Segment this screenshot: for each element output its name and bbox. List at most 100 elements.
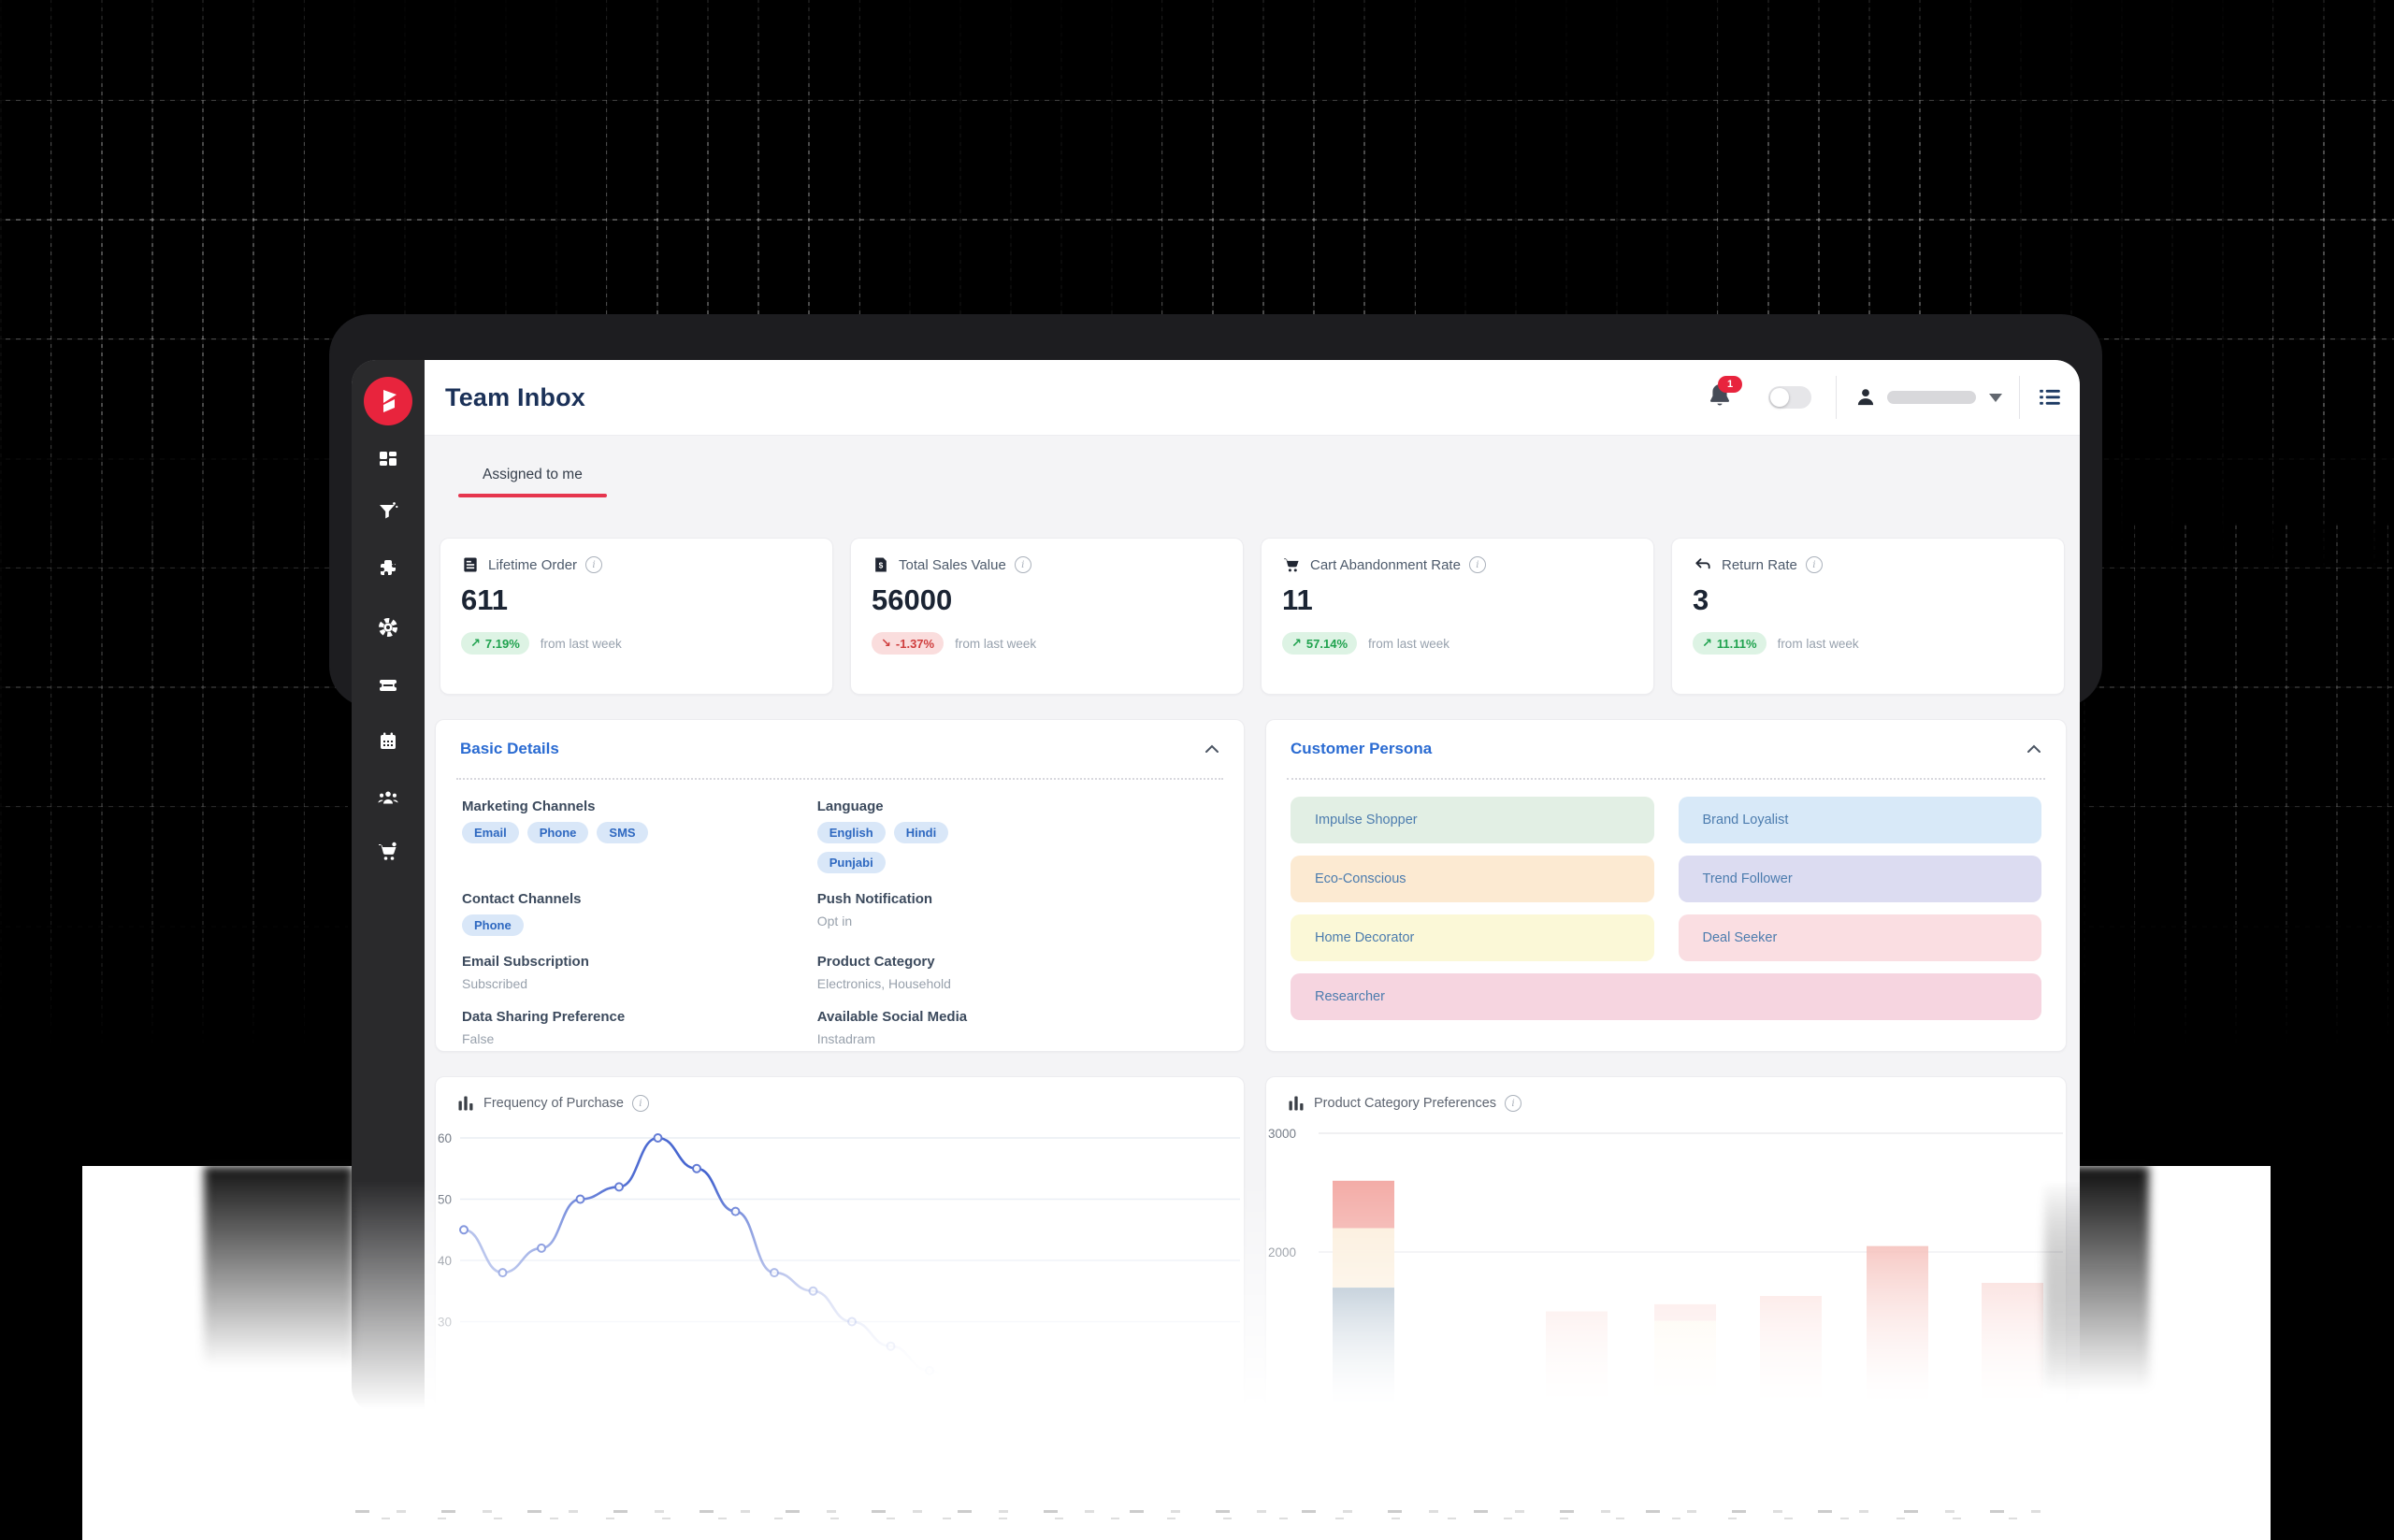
y-axis-tick: 2000	[1268, 1245, 1296, 1259]
persona-chip: Impulse Shopper	[1291, 797, 1654, 843]
theme-toggle[interactable]	[1768, 386, 1811, 409]
persona-label: Researcher	[1315, 989, 1385, 1004]
data-point	[808, 1286, 818, 1296]
data-point	[537, 1243, 546, 1253]
persona-label: Trend Follower	[1702, 871, 1793, 886]
sidebar-item-dashboard[interactable]	[377, 449, 399, 471]
persona-chip: Trend Follower	[1678, 856, 2041, 902]
info-icon[interactable]: i	[1468, 556, 1486, 573]
customer-persona-panel: Customer Persona Impulse Shopper Brand Lo…	[1265, 719, 2067, 1052]
app-logo[interactable]	[364, 377, 412, 425]
stat-delta-pill: ↗ 11.11%	[1693, 632, 1767, 655]
stat-label: Total Sales Value	[899, 556, 1006, 573]
user-avatar-icon	[1857, 389, 1874, 406]
list-view-button[interactable]	[2037, 385, 2063, 410]
field-chips: Phone	[462, 914, 817, 936]
field-contact-channels: Contact Channels Phone	[462, 891, 817, 936]
tab-strip: Assigned to me	[425, 436, 2080, 500]
value-chip: Punjabi	[816, 852, 886, 873]
bar-segment	[1333, 1180, 1394, 1229]
cart-icon	[1284, 558, 1299, 572]
trend-icon: ↗	[1291, 636, 1302, 650]
stat-label: Return Rate	[1722, 556, 1797, 573]
notification-badge: 1	[1718, 376, 1742, 393]
data-point	[653, 1133, 663, 1143]
tab-assigned-to-me[interactable]: Assigned to me	[458, 436, 607, 500]
y-axis-tick: 3000	[1268, 1127, 1296, 1141]
field-label: Email Subscription	[462, 954, 589, 970]
data-point	[575, 1194, 585, 1204]
bar-segment	[1654, 1320, 1716, 1406]
tab-label: Assigned to me	[483, 467, 583, 482]
info-icon[interactable]: i	[631, 1095, 649, 1112]
sidebar-item-calendar[interactable]	[377, 730, 399, 753]
dashboard-grid-icon	[380, 452, 397, 466]
stat-value: 56000	[872, 583, 953, 616]
frequency-of-purchase-panel: Frequency of Purchase i 60 50 40 30	[435, 1076, 1245, 1412]
info-icon[interactable]: i	[1014, 556, 1031, 573]
data-point	[925, 1365, 934, 1375]
sidebar-item-tickets[interactable]	[377, 674, 399, 697]
info-icon[interactable]: i	[585, 556, 603, 573]
sidebar	[352, 360, 425, 1412]
field-email-subscription: Email Subscription Subscribed	[462, 954, 817, 991]
y-axis-tick: 50	[438, 1193, 452, 1207]
chart-title: Product Category Preferences	[1314, 1096, 1497, 1111]
bar-segment	[1867, 1245, 1928, 1406]
stat-card-total-sales: $ Total Sales Value i 56000 ↘ -1.37% from…	[850, 538, 1244, 695]
y-axis-tick: 30	[438, 1316, 452, 1330]
backdrop-noise-right	[2084, 524, 2394, 1047]
svg-text:$: $	[879, 560, 884, 569]
persona-label: Eco-Conscious	[1315, 871, 1406, 886]
info-icon[interactable]: i	[1805, 556, 1823, 573]
data-point	[614, 1182, 624, 1192]
panel-title: Basic Details	[460, 740, 559, 757]
field-label: Product Category	[816, 954, 935, 970]
order-doc-icon	[464, 557, 477, 572]
sidebar-item-integrations[interactable]	[377, 558, 399, 581]
persona-chip: Home Decorator	[1291, 914, 1654, 961]
sidebar-item-settings[interactable]	[377, 616, 399, 639]
stat-cards-row: Lifetime Order i 611 ↗ 7.19% from last we…	[352, 538, 2080, 695]
field-value: Instadram	[816, 1031, 875, 1046]
sidebar-item-filters[interactable]	[377, 500, 399, 523]
user-menu[interactable]	[1853, 385, 2002, 410]
bar-segment	[1333, 1288, 1394, 1406]
field-label: Language	[816, 799, 884, 814]
product-category-preferences-panel: Product Category Preferences i 3000 2000	[1265, 1076, 2067, 1412]
stat-value: 11	[1282, 583, 1313, 616]
calendar-icon	[381, 732, 396, 749]
bar-chart-icon	[458, 1096, 473, 1111]
persona-chip: Deal Seeker	[1678, 914, 2041, 961]
bar-segment	[1333, 1228, 1394, 1288]
info-icon[interactable]: i	[1505, 1095, 1522, 1112]
stat-note: from last week	[955, 636, 1037, 651]
stat-card-cart-abandonment: Cart Abandonment Rate i 11 ↗ 57.14% from …	[1261, 538, 1654, 695]
field-label: Data Sharing Preference	[462, 1009, 626, 1025]
notifications-button[interactable]: 1	[1707, 376, 1742, 413]
bar-segment	[1982, 1283, 2043, 1406]
stat-label: Cart Abandonment Rate	[1310, 556, 1461, 573]
frequency-line-chart: 60 50 40 30	[438, 1131, 1240, 1397]
collapse-button[interactable]	[2026, 744, 2041, 754]
field-value: Opt in	[816, 914, 853, 928]
dotted-divider	[456, 778, 1223, 780]
category-bar-chart: 3000 2000	[1268, 1127, 2063, 1406]
field-push-notification: Push Notification Opt in	[817, 891, 1218, 936]
stat-note: from last week	[1368, 636, 1450, 651]
field-label: Contact Channels	[462, 891, 582, 907]
data-point	[770, 1268, 779, 1278]
stat-value: 3	[1693, 583, 1709, 616]
window-shadow-left	[204, 1166, 353, 1367]
dotted-divider	[1287, 778, 2045, 780]
toggle-knob	[1770, 388, 1789, 407]
users-icon	[378, 791, 398, 804]
chevron-down-icon	[1989, 393, 2002, 402]
persona-grid: Impulse Shopper Brand Loyalist Eco-Conscio…	[1266, 780, 2066, 1032]
bar-segment	[1546, 1311, 1608, 1406]
sidebar-item-customers[interactable]	[377, 786, 399, 809]
sidebar-item-orders[interactable]	[377, 841, 399, 863]
field-label: Available Social Media	[816, 1009, 968, 1025]
collapse-button[interactable]	[1204, 744, 1219, 754]
line-series	[463, 1136, 969, 1397]
